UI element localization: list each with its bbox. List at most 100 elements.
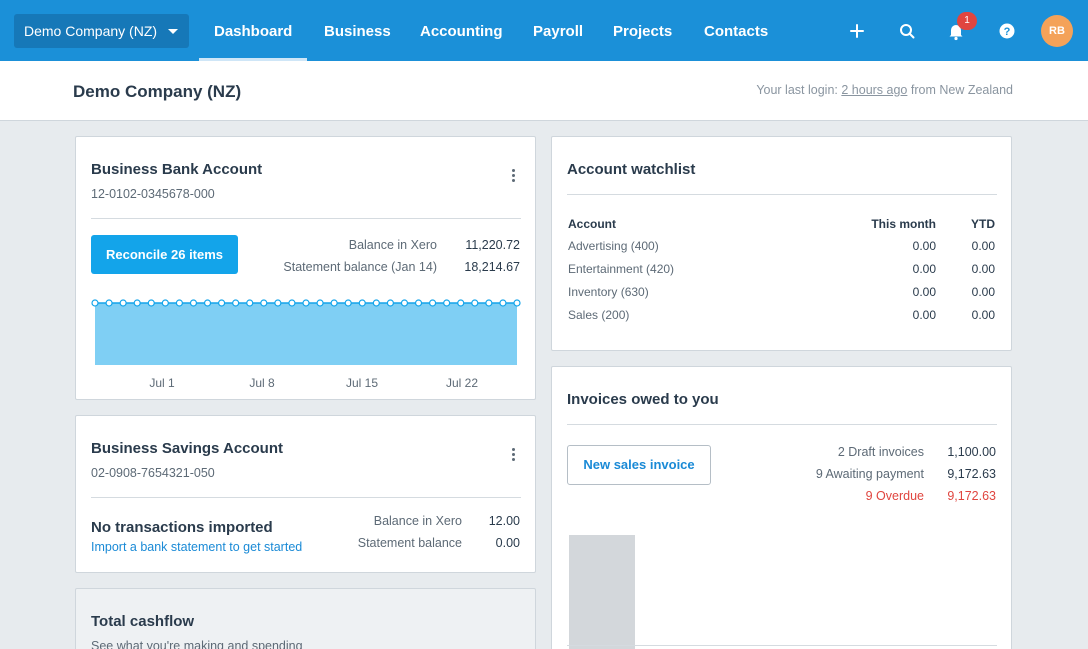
savings-account-number: 02-0908-7654321-050 bbox=[91, 466, 215, 480]
chart-point[interactable] bbox=[344, 299, 352, 307]
chart-point[interactable] bbox=[386, 299, 394, 307]
chart-point[interactable] bbox=[302, 299, 310, 307]
watchlist-account[interactable]: Inventory (630) bbox=[568, 285, 649, 299]
chart-point[interactable] bbox=[119, 299, 127, 307]
watchlist-month-value: 0.00 bbox=[912, 239, 936, 253]
chart-point[interactable] bbox=[133, 299, 141, 307]
chart-point[interactable] bbox=[105, 299, 113, 307]
chart-point[interactable] bbox=[203, 299, 212, 307]
chart-point[interactable] bbox=[330, 299, 338, 307]
watchlist-account[interactable]: Sales (200) bbox=[568, 308, 630, 322]
watchlist-month-value: 0.00 bbox=[912, 262, 936, 276]
awaiting-payment-link[interactable]: 9 Awaiting payment bbox=[815, 467, 924, 481]
balance-in-xero-label: Balance in Xero bbox=[373, 514, 462, 528]
last-login-suffix: from New Zealand bbox=[910, 83, 1013, 97]
chart-point[interactable] bbox=[91, 299, 99, 307]
bank-account-number: 12-0102-0345678-000 bbox=[91, 187, 215, 201]
svg-text:?: ? bbox=[1004, 26, 1011, 38]
invoices-owed-card: Invoices owed to you New sales invoice 2… bbox=[551, 366, 1012, 649]
x-tick-label: Jul 8 bbox=[249, 376, 275, 390]
bank-account-title[interactable]: Business Bank Account bbox=[91, 161, 263, 178]
bank-balance-chart: Jul 1 Jul 8 Jul 15 Jul 22 bbox=[91, 299, 521, 390]
last-login-info: Your last login: 2 hours ago from New Ze… bbox=[756, 83, 1013, 97]
watchlist-header-account: Account bbox=[568, 217, 616, 231]
chart-area bbox=[95, 303, 517, 365]
page-header: Demo Company (NZ) Your last login: 2 hou… bbox=[0, 61, 1088, 121]
watchlist-header-ytd: YTD bbox=[971, 217, 995, 231]
chart-point[interactable] bbox=[513, 299, 521, 307]
chart-point[interactable] bbox=[443, 299, 451, 307]
watchlist-ytd-value: 0.00 bbox=[971, 285, 995, 299]
plus-icon[interactable] bbox=[844, 18, 870, 44]
invoice-bar[interactable] bbox=[569, 535, 635, 649]
chart-point[interactable] bbox=[372, 299, 380, 307]
tab-payroll[interactable]: Payroll bbox=[533, 23, 584, 40]
reconcile-button[interactable]: Reconcile 26 items bbox=[91, 235, 238, 274]
tab-business[interactable]: Business bbox=[324, 23, 391, 40]
chart-point[interactable] bbox=[274, 299, 282, 307]
help-icon[interactable]: ? bbox=[994, 18, 1020, 44]
chart-point[interactable] bbox=[457, 299, 465, 307]
overdue-invoices-value: 9,172.63 bbox=[947, 489, 996, 503]
last-login-time-link[interactable]: 2 hours ago bbox=[841, 83, 908, 97]
chart-point[interactable] bbox=[288, 299, 296, 307]
statement-balance-label: Statement balance bbox=[357, 536, 462, 550]
tab-accounting[interactable]: Accounting bbox=[420, 23, 503, 40]
new-sales-invoice-button[interactable]: New sales invoice bbox=[567, 445, 711, 485]
more-options-icon[interactable] bbox=[507, 446, 519, 464]
chart-point[interactable] bbox=[414, 299, 423, 307]
balance-in-xero-value: 12.00 bbox=[488, 514, 520, 528]
watchlist-account[interactable]: Entertainment (420) bbox=[568, 262, 675, 276]
chart-point[interactable] bbox=[260, 299, 268, 307]
divider bbox=[567, 194, 997, 195]
last-login-prefix: Your last login: bbox=[756, 83, 838, 97]
bank-account-card: Business Bank Account 12-0102-0345678-00… bbox=[75, 136, 536, 400]
chart-point[interactable] bbox=[400, 299, 409, 307]
watchlist-ytd-value: 0.00 bbox=[971, 308, 995, 322]
watchlist-ytd-value: 0.00 bbox=[971, 239, 995, 253]
watchlist-header-month: This month bbox=[871, 217, 936, 231]
watchlist-title[interactable]: Account watchlist bbox=[567, 161, 696, 178]
draft-invoices-link[interactable]: 2 Draft invoices bbox=[837, 445, 924, 459]
chart-point[interactable] bbox=[358, 299, 366, 307]
cashflow-subtitle: See what you're making and spending bbox=[91, 639, 303, 649]
divider bbox=[91, 218, 521, 219]
savings-account-title[interactable]: Business Savings Account bbox=[91, 440, 283, 457]
chart-point[interactable] bbox=[429, 299, 437, 307]
no-transactions-heading: No transactions imported bbox=[91, 519, 273, 536]
chart-point[interactable] bbox=[189, 299, 198, 307]
organisation-switcher[interactable]: Demo Company (NZ) bbox=[14, 14, 189, 48]
draft-invoices-value: 1,100.00 bbox=[947, 445, 996, 459]
search-icon[interactable] bbox=[894, 18, 920, 44]
chart-point[interactable] bbox=[246, 299, 254, 307]
chart-point[interactable] bbox=[499, 299, 507, 307]
chart-point[interactable] bbox=[471, 299, 479, 307]
balance-in-xero-value: 11,220.72 bbox=[465, 238, 520, 252]
watchlist-account[interactable]: Advertising (400) bbox=[568, 239, 659, 253]
chart-point[interactable] bbox=[232, 299, 240, 307]
tab-dashboard[interactable]: Dashboard bbox=[199, 0, 308, 61]
cashflow-title[interactable]: Total cashflow bbox=[91, 613, 195, 630]
overdue-invoices-link[interactable]: 9 Overdue bbox=[865, 489, 924, 503]
awaiting-payment-value: 9,172.63 bbox=[947, 467, 996, 481]
x-tick-label: Jul 15 bbox=[346, 376, 378, 390]
chart-point[interactable] bbox=[218, 299, 226, 307]
chart-point[interactable] bbox=[485, 299, 493, 307]
chart-point[interactable] bbox=[147, 299, 155, 307]
chart-point[interactable] bbox=[175, 299, 184, 307]
invoices-title[interactable]: Invoices owed to you bbox=[567, 391, 719, 408]
statement-balance-value: 0.00 bbox=[495, 536, 520, 550]
import-statement-link[interactable]: Import a bank statement to get started bbox=[91, 540, 303, 554]
savings-account-card: Business Savings Account 02-0908-7654321… bbox=[75, 415, 536, 573]
chart-point[interactable] bbox=[161, 299, 169, 307]
tab-projects[interactable]: Projects bbox=[613, 23, 673, 40]
statement-balance-value: 18,214.67 bbox=[464, 260, 520, 274]
chart-point[interactable] bbox=[316, 299, 324, 307]
account-watchlist-card: Account watchlist Account This month YTD… bbox=[551, 136, 1012, 351]
tab-contacts[interactable]: Contacts bbox=[704, 23, 769, 40]
notification-badge: 1 bbox=[957, 12, 977, 30]
x-tick-label: Jul 22 bbox=[446, 376, 478, 390]
avatar[interactable]: RB bbox=[1041, 15, 1073, 47]
more-options-icon[interactable] bbox=[507, 167, 519, 185]
page-title: Demo Company (NZ) bbox=[73, 82, 242, 101]
